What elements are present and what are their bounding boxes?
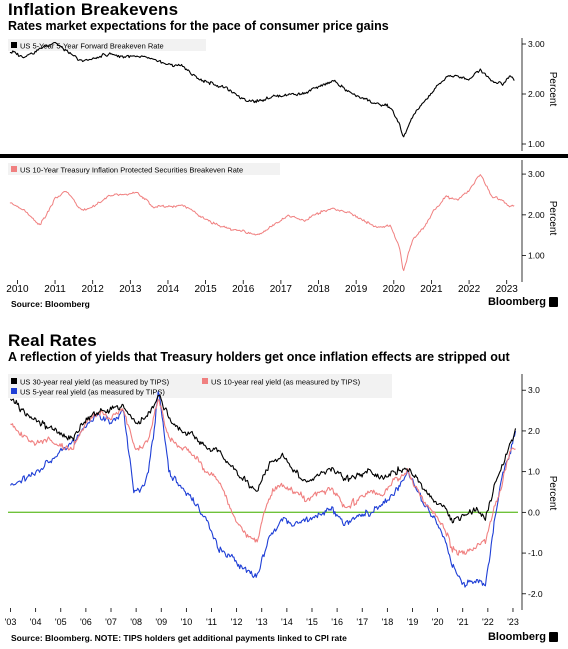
legend-swatch-5y5y: [11, 42, 17, 48]
legend-box-5y5y: [8, 39, 206, 51]
x-tick-label: '17: [356, 617, 368, 627]
y-tick-label: 1.00: [528, 139, 545, 149]
x-tick-label: '18: [381, 617, 393, 627]
legend-swatch-30y: [11, 378, 17, 384]
y-tick-label: 3.0: [528, 385, 540, 395]
x-tick-label: '09: [155, 617, 167, 627]
x-tick-label: '10: [181, 617, 193, 627]
x-tick-label: '19: [407, 617, 419, 627]
x-tick-label: '14: [281, 617, 293, 627]
x-tick-label: '23: [507, 617, 519, 627]
real-rates-subtitle: A reflection of yields that Treasury hol…: [8, 350, 510, 364]
x-tick-label: '03: [5, 617, 17, 627]
legend-box-10y-breakeven: [8, 163, 280, 175]
legend-label-10y: US 10-year real yield (as measured by TI…: [211, 378, 361, 387]
x-tick-label: '15: [306, 617, 318, 627]
panel-divider: [0, 154, 568, 158]
y-tick-label: 2.0: [528, 426, 540, 436]
real-rates-source: Source: Bloomberg. NOTE: TIPS holders ge…: [11, 633, 347, 643]
x-tick-label: 2019: [345, 284, 368, 295]
y-axis-label-panel1: Percent: [547, 72, 558, 107]
series-line-2-0: [10, 394, 517, 524]
legend-label-10y-breakeven: US 10-Year Treasury Inflation Protected …: [20, 166, 243, 175]
y-tick-label: 3.00: [528, 39, 545, 49]
x-tick-label: 2018: [307, 284, 330, 295]
panel-10y-breakeven: US 10-Year Treasury Inflation Protected …: [8, 160, 558, 282]
bloomberg-logo-text: Bloomberg: [487, 296, 546, 308]
x-tick-label: 2014: [157, 284, 180, 295]
x-tick-label: '08: [130, 617, 142, 627]
x-tick-label: 2021: [420, 284, 443, 295]
x-tick-label: 2010: [6, 284, 29, 295]
x-tick-label: '07: [105, 617, 117, 627]
breakevens-chart: US 5-Year 5-Year Forward Breakeven Rate …: [0, 38, 568, 295]
breakevens-title: Inflation Breakevens: [8, 0, 179, 19]
x-tick-label: 2023: [496, 284, 519, 295]
series-line-2-2: [10, 391, 517, 588]
x-tick-label: 2020: [383, 284, 406, 295]
y-tick-label: 0.0: [528, 507, 540, 517]
bloomberg-logo-icon: [549, 297, 558, 307]
y-tick-label: -2.0: [528, 589, 543, 599]
legend-label-5y: US 5-year real yield (as measured by TIP…: [20, 388, 165, 397]
real-rates-brand: Bloomberg: [488, 631, 558, 643]
legend-swatch-5y: [11, 388, 17, 394]
x-tick-label: '16: [331, 617, 343, 627]
x-tick-label: '11: [206, 617, 217, 627]
series-line-1-0: [9, 174, 515, 272]
x-tick-label: 2012: [82, 284, 105, 295]
x-tick-label: 2016: [232, 284, 255, 295]
x-tick-label: '21: [457, 617, 469, 627]
y-tick-label: 1.00: [528, 251, 545, 261]
x-tick-label: '06: [80, 617, 92, 627]
x-tick-label: '22: [482, 617, 494, 627]
x-tick-label: 2013: [119, 284, 142, 295]
bloomberg-logo-text-2: Bloomberg: [487, 631, 546, 643]
y-tick-label: 3.00: [528, 169, 545, 179]
x-tick-label: '20: [432, 617, 444, 627]
real-rates-title: Real Rates: [8, 331, 97, 350]
y-tick-label: -1.0: [528, 548, 543, 558]
x-tick-label: 2015: [194, 284, 217, 295]
y-axis-label-panel3: Percent: [547, 476, 558, 511]
y-tick-label: 2.00: [528, 210, 545, 220]
breakevens-brand: Bloomberg: [488, 296, 558, 308]
y-tick-label: 2.00: [528, 89, 545, 99]
breakevens-subtitle: Rates market expectations for the pace o…: [8, 19, 389, 33]
legend-swatch-10y-breakeven: [11, 166, 17, 172]
x-tick-label: '13: [256, 617, 268, 627]
legend-box-real-rates: [8, 374, 392, 398]
x-tick-label: 2017: [270, 284, 293, 295]
y-tick-label: 1.0: [528, 467, 540, 477]
panel-5y5y: US 5-Year 5-Year Forward Breakeven Rate …: [8, 38, 558, 151]
bloomberg-logo-icon-2: [549, 632, 558, 642]
x-tick-label: 2022: [458, 284, 481, 295]
real-rates-chart: US 30-year real yield (as measured by TI…: [5, 374, 558, 627]
y-axis-label-panel2: Percent: [547, 201, 558, 236]
breakevens-source: Source: Bloomberg: [11, 299, 90, 309]
x-tick-label: 2011: [44, 284, 66, 295]
x-tick-label: '12: [231, 617, 243, 627]
x-tick-label: '04: [30, 617, 42, 627]
x-tick-label: '05: [55, 617, 67, 627]
legend-swatch-10y: [202, 378, 208, 384]
legend-label-30y: US 30-year real yield (as measured by TI…: [20, 378, 170, 387]
series-line-0-0: [9, 41, 515, 138]
legend-label-5y5y: US 5-Year 5-Year Forward Breakeven Rate: [20, 42, 164, 51]
